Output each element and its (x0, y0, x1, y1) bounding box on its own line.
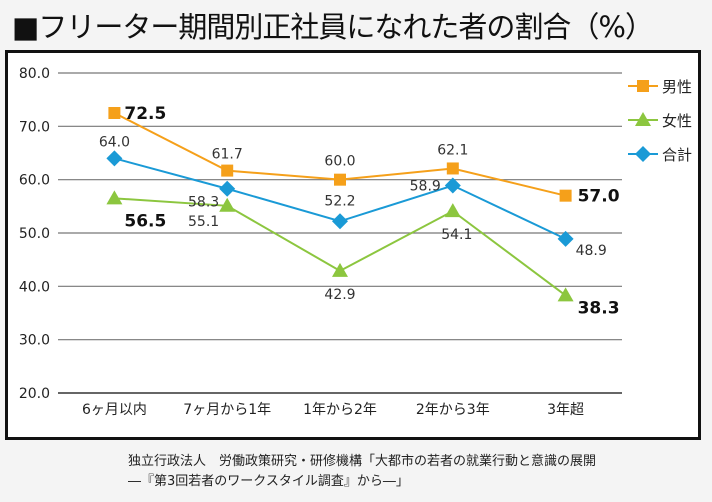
data-label: 60.0 (324, 154, 355, 170)
y-tick-label: 40.0 (19, 279, 50, 295)
legend-label: 女性 (662, 112, 692, 130)
marker-triangle (557, 287, 574, 302)
data-label: 58.3 (188, 195, 219, 211)
y-tick-label: 80.0 (19, 66, 50, 82)
x-tick-label: 3年超 (547, 402, 584, 418)
page-title: ■フリーター期間別正社員になれた者の割合（%） (12, 10, 654, 44)
y-tick-label: 60.0 (19, 173, 50, 189)
chart-frame (5, 50, 701, 440)
legend-label: 男性 (662, 78, 692, 96)
x-tick-label: 2年から3年 (416, 402, 490, 418)
marker-diamond (557, 230, 574, 247)
y-tick-label: 20.0 (19, 386, 50, 402)
y-tick-label: 30.0 (19, 333, 50, 349)
data-label: 52.2 (324, 193, 355, 209)
x-tick-label: 6ヶ月以内 (82, 402, 147, 418)
source-note: 独立行政法人 労働政策研究・研修機構「大都市の若者の就業行動と意識の展開 ―『第… (128, 452, 596, 492)
source-line-1: 独立行政法人 労働政策研究・研修機構「大都市の若者の就業行動と意識の展開 (128, 454, 597, 469)
marker-square (108, 107, 121, 119)
marker-square (446, 162, 459, 175)
marker-diamond (106, 150, 123, 167)
data-label: 42.9 (324, 287, 355, 303)
marker-triangle (332, 262, 348, 277)
data-label: 48.9 (576, 243, 607, 259)
marker-triangle (635, 112, 651, 126)
marker-square (221, 164, 234, 177)
marker-triangle (444, 203, 461, 218)
legend-label: 合計 (662, 146, 692, 164)
data-label: 54.1 (441, 227, 472, 243)
source-line-2: ―『第3回若者のワークスタイル調査』から―」 (128, 474, 409, 489)
y-tick-label: 50.0 (19, 226, 50, 242)
marker-square (334, 173, 346, 186)
data-label: 55.1 (188, 214, 219, 230)
data-label: 57.0 (578, 187, 620, 207)
x-tick-label: 7ヶ月から1年 (183, 402, 271, 418)
marker-diamond (635, 146, 651, 162)
y-tick-label: 70.0 (19, 119, 50, 135)
marker-triangle (219, 197, 236, 212)
data-label: 38.3 (578, 298, 620, 318)
marker-square (559, 189, 572, 202)
data-label: 72.5 (124, 104, 166, 124)
data-label: 62.1 (437, 142, 468, 158)
marker-square (637, 80, 649, 92)
data-label: 56.5 (124, 211, 166, 231)
marker-diamond (332, 213, 348, 230)
data-label: 61.7 (212, 147, 243, 163)
data-label: 64.0 (99, 134, 130, 150)
data-label: 58.9 (410, 179, 441, 195)
x-tick-label: 1年から2年 (303, 402, 377, 418)
marker-triangle (106, 190, 123, 205)
marker-diamond (219, 180, 236, 197)
marker-diamond (444, 177, 461, 194)
series-line (114, 197, 567, 297)
